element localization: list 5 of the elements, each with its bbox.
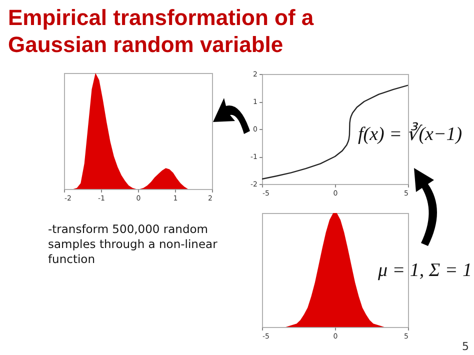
- chart-title: Empirical transformation of a Gaussian random variable: [8, 4, 315, 58]
- text: -transform 500,000 random samples through a non-linear function: [48, 222, 218, 267]
- annotation: f(x) = ∛(x−1): [358, 122, 462, 146]
- line-series: [262, 84, 408, 180]
- annotation: μ = 1, Σ = 1: [378, 260, 472, 282]
